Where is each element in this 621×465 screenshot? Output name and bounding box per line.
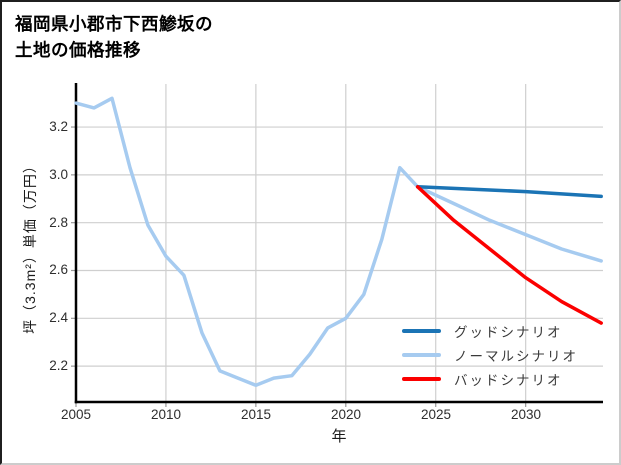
x-tick-label: 2030 (510, 407, 542, 422)
x-axis-label: 年 (331, 428, 347, 445)
legend-label-normal: ノーマルシナリオ (454, 349, 578, 364)
y-tick-label: 2.2 (49, 358, 68, 373)
legend-line-normal (402, 353, 441, 357)
chart-title-line2: 土地の価格推移 (15, 40, 141, 60)
y-tick-label: 3.2 (49, 119, 68, 134)
legend-item-good: グッドシナリオ (402, 319, 578, 343)
y-axis-label: 坪（3.3m²）単価（万円） (22, 158, 38, 334)
y-tick-label: 2.8 (49, 215, 68, 230)
legend: グッドシナリオ ノーマルシナリオ バッドシナリオ (402, 319, 578, 391)
chart-title-line1: 福岡県小郡市下西鯵坂の (15, 14, 213, 34)
x-tick-label: 2025 (420, 407, 452, 422)
legend-label-good: グッドシナリオ (454, 325, 563, 340)
series-normal-line (415, 185, 603, 263)
legend-item-bad: バッドシナリオ (402, 367, 578, 391)
x-tick-label: 2020 (330, 407, 362, 422)
series-good-line (415, 185, 603, 199)
legend-item-normal: ノーマルシナリオ (402, 343, 578, 367)
legend-line-bad (402, 377, 441, 381)
x-tick-label: 2015 (240, 407, 272, 422)
y-tick-label: 2.6 (49, 262, 68, 277)
series-history-line (74, 96, 420, 388)
x-tick-label: 2005 (60, 407, 92, 422)
y-tick-label: 2.4 (49, 310, 68, 325)
y-tick-label: 3.0 (49, 167, 68, 182)
x-tick-label: 2010 (150, 407, 182, 422)
series-bad-line (415, 185, 603, 325)
legend-label-bad: バッドシナリオ (454, 373, 563, 388)
legend-line-good (402, 329, 441, 333)
chart-title: 福岡県小郡市下西鯵坂の 土地の価格推移 (15, 11, 213, 63)
